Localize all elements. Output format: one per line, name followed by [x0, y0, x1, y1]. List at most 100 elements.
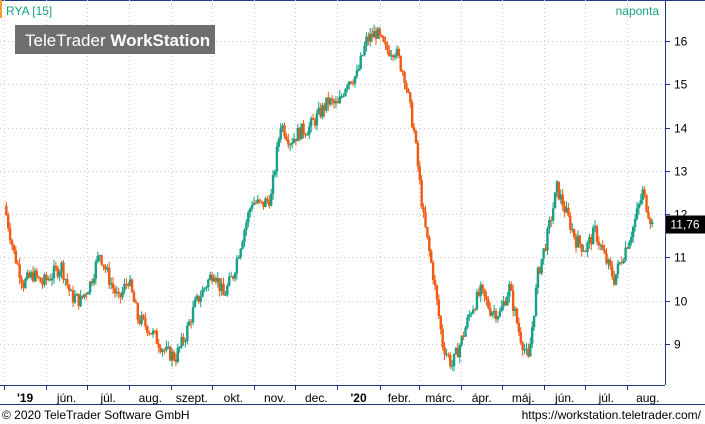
candle [134, 298, 138, 304]
last-value-box [666, 215, 705, 234]
candle [494, 308, 498, 323]
candle [576, 230, 580, 248]
candle [508, 280, 511, 303]
candle [231, 275, 235, 281]
candle [502, 295, 505, 311]
candle [208, 271, 212, 281]
candle [235, 255, 239, 280]
candle [456, 342, 460, 358]
watermark-bold: WorkStation [110, 31, 210, 50]
grid [0, 0, 665, 385]
candle [22, 280, 25, 292]
candle [622, 258, 625, 265]
candle [628, 240, 631, 250]
candle [77, 293, 80, 310]
candle [511, 284, 515, 317]
candle [127, 281, 130, 289]
candle [645, 194, 648, 213]
candle [506, 292, 509, 306]
candle [651, 218, 654, 228]
candle [222, 277, 225, 296]
candle [635, 201, 639, 221]
candle [119, 292, 122, 304]
candle [561, 188, 564, 211]
candle [73, 289, 77, 304]
copyright-text: © 2020 TeleTrader Software GmbH [2, 408, 190, 422]
candle [433, 275, 437, 291]
candle [370, 28, 374, 43]
x-tick-label: dec. [305, 391, 328, 405]
candle [630, 231, 633, 246]
candle [492, 304, 496, 319]
candle [365, 32, 368, 52]
candle [306, 131, 309, 136]
candle [574, 233, 578, 253]
candle [319, 103, 322, 119]
candle [349, 81, 353, 85]
candle [62, 260, 65, 284]
candle [536, 266, 540, 294]
candle [376, 26, 380, 39]
candle [578, 234, 582, 248]
candle [538, 266, 542, 275]
candle [214, 275, 218, 285]
candle [85, 291, 88, 300]
candle [460, 335, 463, 348]
candle [47, 276, 50, 282]
candle [54, 261, 58, 272]
candle [252, 196, 256, 206]
candle [79, 290, 82, 308]
candle [590, 233, 593, 251]
candle [33, 267, 37, 283]
y-tick-label: 11 [674, 251, 687, 265]
candle [108, 261, 111, 290]
candle [565, 201, 568, 214]
candle [618, 261, 622, 266]
candle [16, 259, 19, 266]
candle [597, 236, 601, 251]
candle [571, 223, 574, 233]
candle [355, 64, 359, 80]
candle [87, 291, 90, 295]
candle [481, 283, 484, 294]
candle [191, 301, 195, 326]
candle [311, 113, 315, 121]
candle [431, 260, 435, 285]
candle [342, 93, 345, 98]
candle [409, 91, 412, 108]
candle [302, 119, 305, 139]
candle [458, 343, 461, 364]
candle [424, 205, 427, 229]
candle [109, 277, 113, 290]
candle [580, 243, 583, 257]
candle [249, 206, 252, 218]
candle [5, 201, 8, 216]
candle [167, 341, 170, 350]
candle [18, 258, 21, 285]
candle [182, 333, 185, 346]
candle [151, 327, 155, 338]
candle [205, 285, 208, 292]
candle [386, 41, 389, 55]
candle [504, 297, 507, 307]
candle [283, 122, 286, 139]
y-tick-label: 15 [674, 78, 688, 92]
candle [441, 324, 444, 351]
candle [525, 343, 528, 356]
candle [304, 132, 307, 139]
candle [633, 213, 637, 232]
candle [353, 75, 357, 88]
candle [430, 249, 433, 264]
candle [544, 244, 547, 252]
candle [266, 195, 269, 204]
candle [410, 99, 414, 128]
candle [31, 266, 35, 283]
candle [588, 233, 591, 249]
candle [626, 246, 629, 250]
candle [470, 311, 473, 318]
candle [168, 345, 172, 362]
candle [529, 337, 532, 357]
candle [420, 175, 423, 210]
candle [48, 274, 52, 282]
candle [88, 280, 92, 295]
